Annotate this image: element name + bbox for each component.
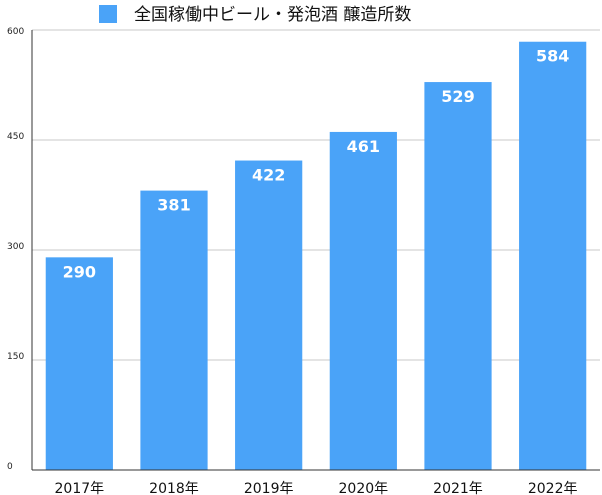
bar: [45, 257, 113, 470]
x-tick-label: 2021年: [433, 481, 483, 495]
y-tick-label: 150: [7, 352, 24, 362]
bar: [140, 190, 208, 470]
y-tick-labels: 0 150 300 450 600: [7, 27, 24, 472]
y-tick-label: 300: [7, 242, 24, 252]
bar: [235, 160, 303, 471]
x-tick-labels: 2017年 2018年 2019年 2020年 2021年 2022年: [55, 481, 578, 495]
gridlines: [32, 29, 600, 361]
data-label: 461: [347, 137, 380, 156]
legend: 全国稼働中ビール・発泡酒 醸造所数: [99, 5, 411, 25]
data-label: 290: [63, 262, 96, 281]
y-tick-label: 0: [7, 462, 13, 472]
legend-swatch: [99, 5, 117, 23]
x-tick-label: 2020年: [339, 481, 389, 495]
y-tick-label: 450: [7, 132, 24, 142]
y-tick-label: 600: [7, 27, 24, 37]
data-label: 529: [441, 87, 474, 106]
bar: [424, 82, 492, 471]
x-tick-label: 2019年: [244, 481, 294, 495]
data-label: 584: [536, 47, 569, 66]
x-tick-label: 2017年: [55, 481, 105, 495]
data-label: 381: [157, 196, 190, 215]
bar: [329, 131, 397, 470]
legend-label: 全国稼働中ビール・発泡酒 醸造所数: [134, 5, 411, 25]
bar: [519, 41, 587, 470]
axes: [31, 30, 600, 471]
data-label: 422: [252, 166, 285, 185]
bars: 290 381 422 461 529 584: [45, 41, 587, 471]
x-tick-label: 2018年: [149, 481, 199, 495]
x-tick-label: 2022年: [528, 481, 578, 495]
